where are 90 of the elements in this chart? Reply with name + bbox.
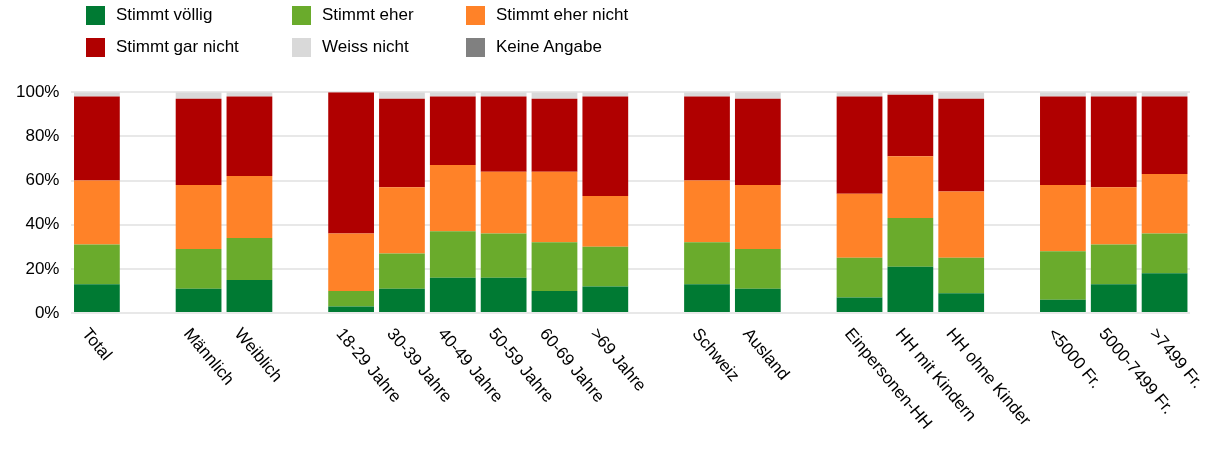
bar [1090, 92, 1137, 97]
bar [1040, 184, 1086, 252]
bar [836, 193, 883, 258]
bar [74, 92, 120, 97]
bar [887, 156, 934, 219]
bar [328, 92, 374, 234]
bar [480, 92, 527, 97]
bar [836, 297, 883, 312]
bar [887, 266, 934, 312]
y-tick-label: 0% [34, 302, 60, 322]
bar [1090, 187, 1137, 245]
bar [1040, 92, 1086, 97]
bar [74, 180, 120, 245]
bar [379, 187, 425, 254]
bar [1141, 273, 1188, 312]
bar [429, 231, 476, 278]
bar [74, 244, 120, 285]
bar [836, 96, 883, 194]
bar [480, 277, 527, 312]
bar [328, 233, 374, 291]
bar [582, 96, 629, 196]
bar [938, 92, 985, 99]
bar [684, 96, 730, 181]
bar [379, 98, 425, 188]
bar [1090, 244, 1137, 285]
bar [1141, 233, 1188, 274]
bar [684, 242, 730, 285]
bar [1040, 251, 1086, 300]
legend-label: Stimmt gar nicht [116, 37, 239, 57]
bar [429, 165, 476, 232]
bar [480, 96, 527, 172]
legend-label: Weiss nicht [322, 37, 409, 57]
bar [582, 92, 629, 97]
bar [175, 288, 222, 312]
bar [74, 284, 120, 312]
legend-label: Stimmt völlig [116, 5, 213, 25]
bar [531, 98, 578, 172]
bar [175, 248, 222, 289]
legend-label: Stimmt eher [322, 5, 414, 25]
bar [480, 171, 527, 234]
bar [836, 257, 883, 298]
bar [938, 191, 985, 258]
bar [480, 233, 527, 278]
bar [328, 306, 374, 312]
bar [74, 96, 120, 181]
bar [1090, 96, 1137, 188]
bar [1141, 173, 1188, 234]
bar [429, 96, 476, 166]
y-tick-label: 80% [25, 126, 60, 146]
bar [429, 277, 476, 312]
y-tick-label: 40% [25, 214, 60, 234]
bar [226, 237, 273, 280]
y-tick-label: 100% [16, 81, 60, 101]
bar [226, 96, 273, 177]
bar [531, 242, 578, 291]
bar [734, 98, 781, 185]
bar [582, 195, 629, 247]
bar [684, 92, 730, 97]
bar [531, 290, 578, 312]
bar [1040, 96, 1086, 185]
legend-label: Stimmt eher nicht [496, 5, 629, 25]
bar [531, 171, 578, 243]
bar [1090, 284, 1137, 312]
bar [429, 92, 476, 97]
bar [887, 94, 934, 157]
bar [734, 184, 781, 249]
bar [734, 92, 781, 99]
bar [226, 279, 273, 312]
bar [328, 290, 374, 307]
bar [226, 176, 273, 238]
bar [734, 248, 781, 289]
bar [582, 246, 629, 287]
bar [938, 257, 985, 294]
y-tick-label: 20% [25, 258, 60, 278]
bar [582, 286, 629, 312]
bar [684, 180, 730, 243]
bar [379, 288, 425, 312]
bar [938, 293, 985, 312]
bar [734, 288, 781, 312]
bar [684, 284, 730, 312]
bar [379, 253, 425, 289]
bar [1141, 96, 1188, 174]
bar [938, 98, 985, 192]
y-tick-label: 60% [25, 170, 60, 190]
bar [379, 92, 425, 99]
legend-label: Keine Angabe [496, 37, 602, 57]
bar [175, 98, 222, 185]
bar [175, 184, 222, 249]
bar [1040, 299, 1086, 312]
bar [887, 218, 934, 267]
